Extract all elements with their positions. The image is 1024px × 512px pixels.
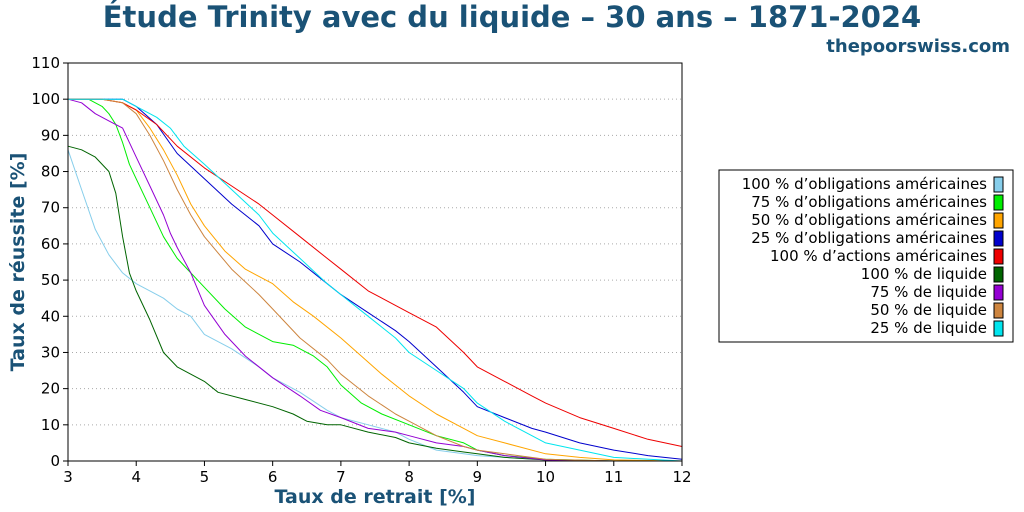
source-label: thepoorswiss.com: [826, 36, 1010, 57]
legend-swatch: [993, 302, 1004, 319]
legend-swatch: [993, 266, 1004, 283]
y-tick-label: 70: [41, 199, 60, 217]
y-tick-label: 60: [41, 235, 60, 253]
axes: [67, 62, 683, 462]
legend-label: 25 % d’obligations américaines: [751, 229, 987, 247]
y-tick-label: 80: [41, 163, 60, 181]
legend-box: [718, 169, 1014, 343]
y-tick-label: 10: [41, 416, 60, 434]
legend-swatch: [993, 284, 1004, 301]
y-tick-label: 90: [41, 126, 60, 144]
x-tick-label: 7: [336, 468, 346, 486]
legend-swatch: [993, 176, 1004, 193]
legend-swatch: [993, 230, 1004, 247]
chart-title: Étude Trinity avec du liquide – 30 ans –…: [103, 0, 922, 34]
series-line-8: [68, 98, 682, 462]
legend-label: 75 % d’obligations américaines: [751, 193, 987, 211]
x-tick-label: 10: [536, 468, 555, 486]
legend-label: 75 % de liquide: [870, 283, 987, 301]
series-line-2: [68, 98, 682, 462]
legend-swatch: [993, 212, 1004, 229]
y-tick-label: 20: [41, 380, 60, 398]
legend-label: 25 % de liquide: [870, 319, 987, 337]
legend-label: 100 % d’obligations américaines: [742, 175, 987, 193]
y-tick-label: 0: [50, 452, 60, 470]
x-tick-label: 5: [200, 468, 210, 486]
x-tick-label: 12: [672, 468, 691, 486]
series-line-9: [68, 98, 683, 462]
legend-label: 50 % d’obligations américaines: [751, 211, 987, 229]
y-tick-label: 110: [31, 54, 60, 72]
y-tick-label: 40: [41, 307, 60, 325]
grid: [68, 62, 682, 426]
x-tick-label: 4: [131, 468, 141, 486]
y-tick-label: 30: [41, 343, 60, 361]
series-line-3: [68, 98, 683, 462]
legend-swatch: [993, 320, 1004, 337]
x-tick-label: 8: [404, 468, 414, 486]
y-tick-label: 50: [41, 271, 60, 289]
x-tick-label: 11: [604, 468, 623, 486]
tick-labels: 0 10 20 30 40 50 60 70 80 90 100 110 3 4 5 6 7 8 9 10 11 12: [31, 54, 691, 486]
series-line-6: [67, 145, 682, 462]
legend-label: 50 % de liquide: [870, 301, 987, 319]
x-tick-label: 9: [473, 468, 483, 486]
x-tick-label: 6: [268, 468, 278, 486]
y-axis-label: Taux de réussite [%]: [7, 153, 29, 372]
series-line-1: [67, 149, 682, 462]
legend-label: 100 % d’actions américaines: [770, 247, 987, 265]
series-line-5: [68, 98, 683, 447]
x-tick-label: 3: [63, 468, 73, 486]
legend-swatch: [993, 248, 1004, 265]
series-lines: [67, 98, 683, 462]
legend-swatch: [993, 194, 1004, 211]
x-axis-label: Taux de retrait [%]: [275, 486, 476, 508]
plot-frame: [67, 62, 683, 462]
legend-label: 100 % de liquide: [861, 265, 987, 283]
y-tick-label: 100: [31, 90, 60, 108]
series-line-4: [68, 98, 683, 460]
